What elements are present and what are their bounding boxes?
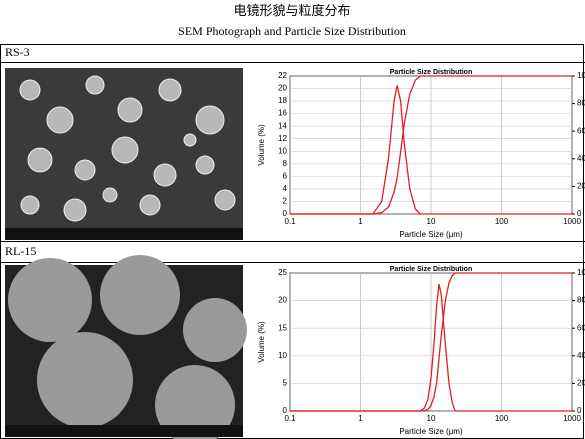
y-tick-label: 0 xyxy=(283,406,288,415)
data-line xyxy=(290,283,572,412)
sem-image xyxy=(5,255,247,439)
x-tick-label: 1000 xyxy=(563,217,581,226)
y-tick-label: 16 xyxy=(278,109,287,118)
y2-tick-label: 40 xyxy=(577,154,585,163)
y-tick-label: 5 xyxy=(283,379,288,388)
y-tick-label: 22 xyxy=(278,71,287,80)
y2-tick-label: 20 xyxy=(577,379,585,388)
chart-title: Particle Size Distribution xyxy=(390,266,472,273)
data-line xyxy=(290,75,572,215)
x-axis-label: Particle Size (μm) xyxy=(399,230,463,239)
y-tick-label: 25 xyxy=(278,268,287,277)
x-tick-label: 10 xyxy=(427,217,436,226)
y-tick-label: 20 xyxy=(278,296,287,305)
y-tick-label: 8 xyxy=(283,159,288,168)
data-line xyxy=(290,85,572,215)
y2-tick-label: 60 xyxy=(577,126,585,135)
x-tick-label: 10 xyxy=(427,414,436,423)
x-tick-label: 100 xyxy=(495,414,509,423)
y-tick-label: 14 xyxy=(278,121,287,130)
y2-tick-label: 100 xyxy=(577,268,585,277)
sem-image xyxy=(5,68,243,240)
x-tick-label: 1 xyxy=(358,217,363,226)
y-tick-label: 18 xyxy=(278,96,287,105)
y-tick-label: 12 xyxy=(278,134,287,143)
row-label: RS-3 xyxy=(5,45,30,59)
x-tick-label: 0.1 xyxy=(284,217,296,226)
row-label: RL-15 xyxy=(5,244,36,258)
y2-tick-label: 0 xyxy=(577,209,582,218)
data-line xyxy=(290,272,572,412)
y-tick-label: 2 xyxy=(283,197,288,206)
x-tick-label: 1 xyxy=(358,414,363,423)
chart-title: Particle Size Distribution xyxy=(390,69,472,76)
subtitle: SEM Photograph and Particle Size Distrib… xyxy=(178,24,406,38)
y-tick-label: 10 xyxy=(278,146,287,155)
x-axis-label: Particle Size (μm) xyxy=(399,427,463,436)
x-tick-label: 1000 xyxy=(563,414,581,423)
y-tick-label: 10 xyxy=(278,351,287,360)
y-tick-label: 6 xyxy=(283,171,288,180)
y2-tick-label: 60 xyxy=(577,323,585,332)
y2-tick-label: 80 xyxy=(577,296,585,305)
y-tick-label: 0 xyxy=(283,209,288,218)
y-tick-label: 15 xyxy=(278,323,287,332)
y2-tick-label: 20 xyxy=(577,182,585,191)
title: 电镜形貌与粒度分布 xyxy=(233,3,350,18)
y2-tick-label: 100 xyxy=(577,71,585,80)
y-tick-label: 20 xyxy=(278,84,287,93)
y-axis-label: Volume (%) xyxy=(257,321,266,363)
y-tick-label: 4 xyxy=(283,184,288,193)
x-tick-label: 0.1 xyxy=(284,414,296,423)
x-tick-label: 100 xyxy=(495,217,509,226)
y2-tick-label: 40 xyxy=(577,351,585,360)
y2-tick-label: 80 xyxy=(577,99,585,108)
y-axis-label: Volume (%) xyxy=(257,124,266,166)
y2-tick-label: 0 xyxy=(577,406,582,415)
